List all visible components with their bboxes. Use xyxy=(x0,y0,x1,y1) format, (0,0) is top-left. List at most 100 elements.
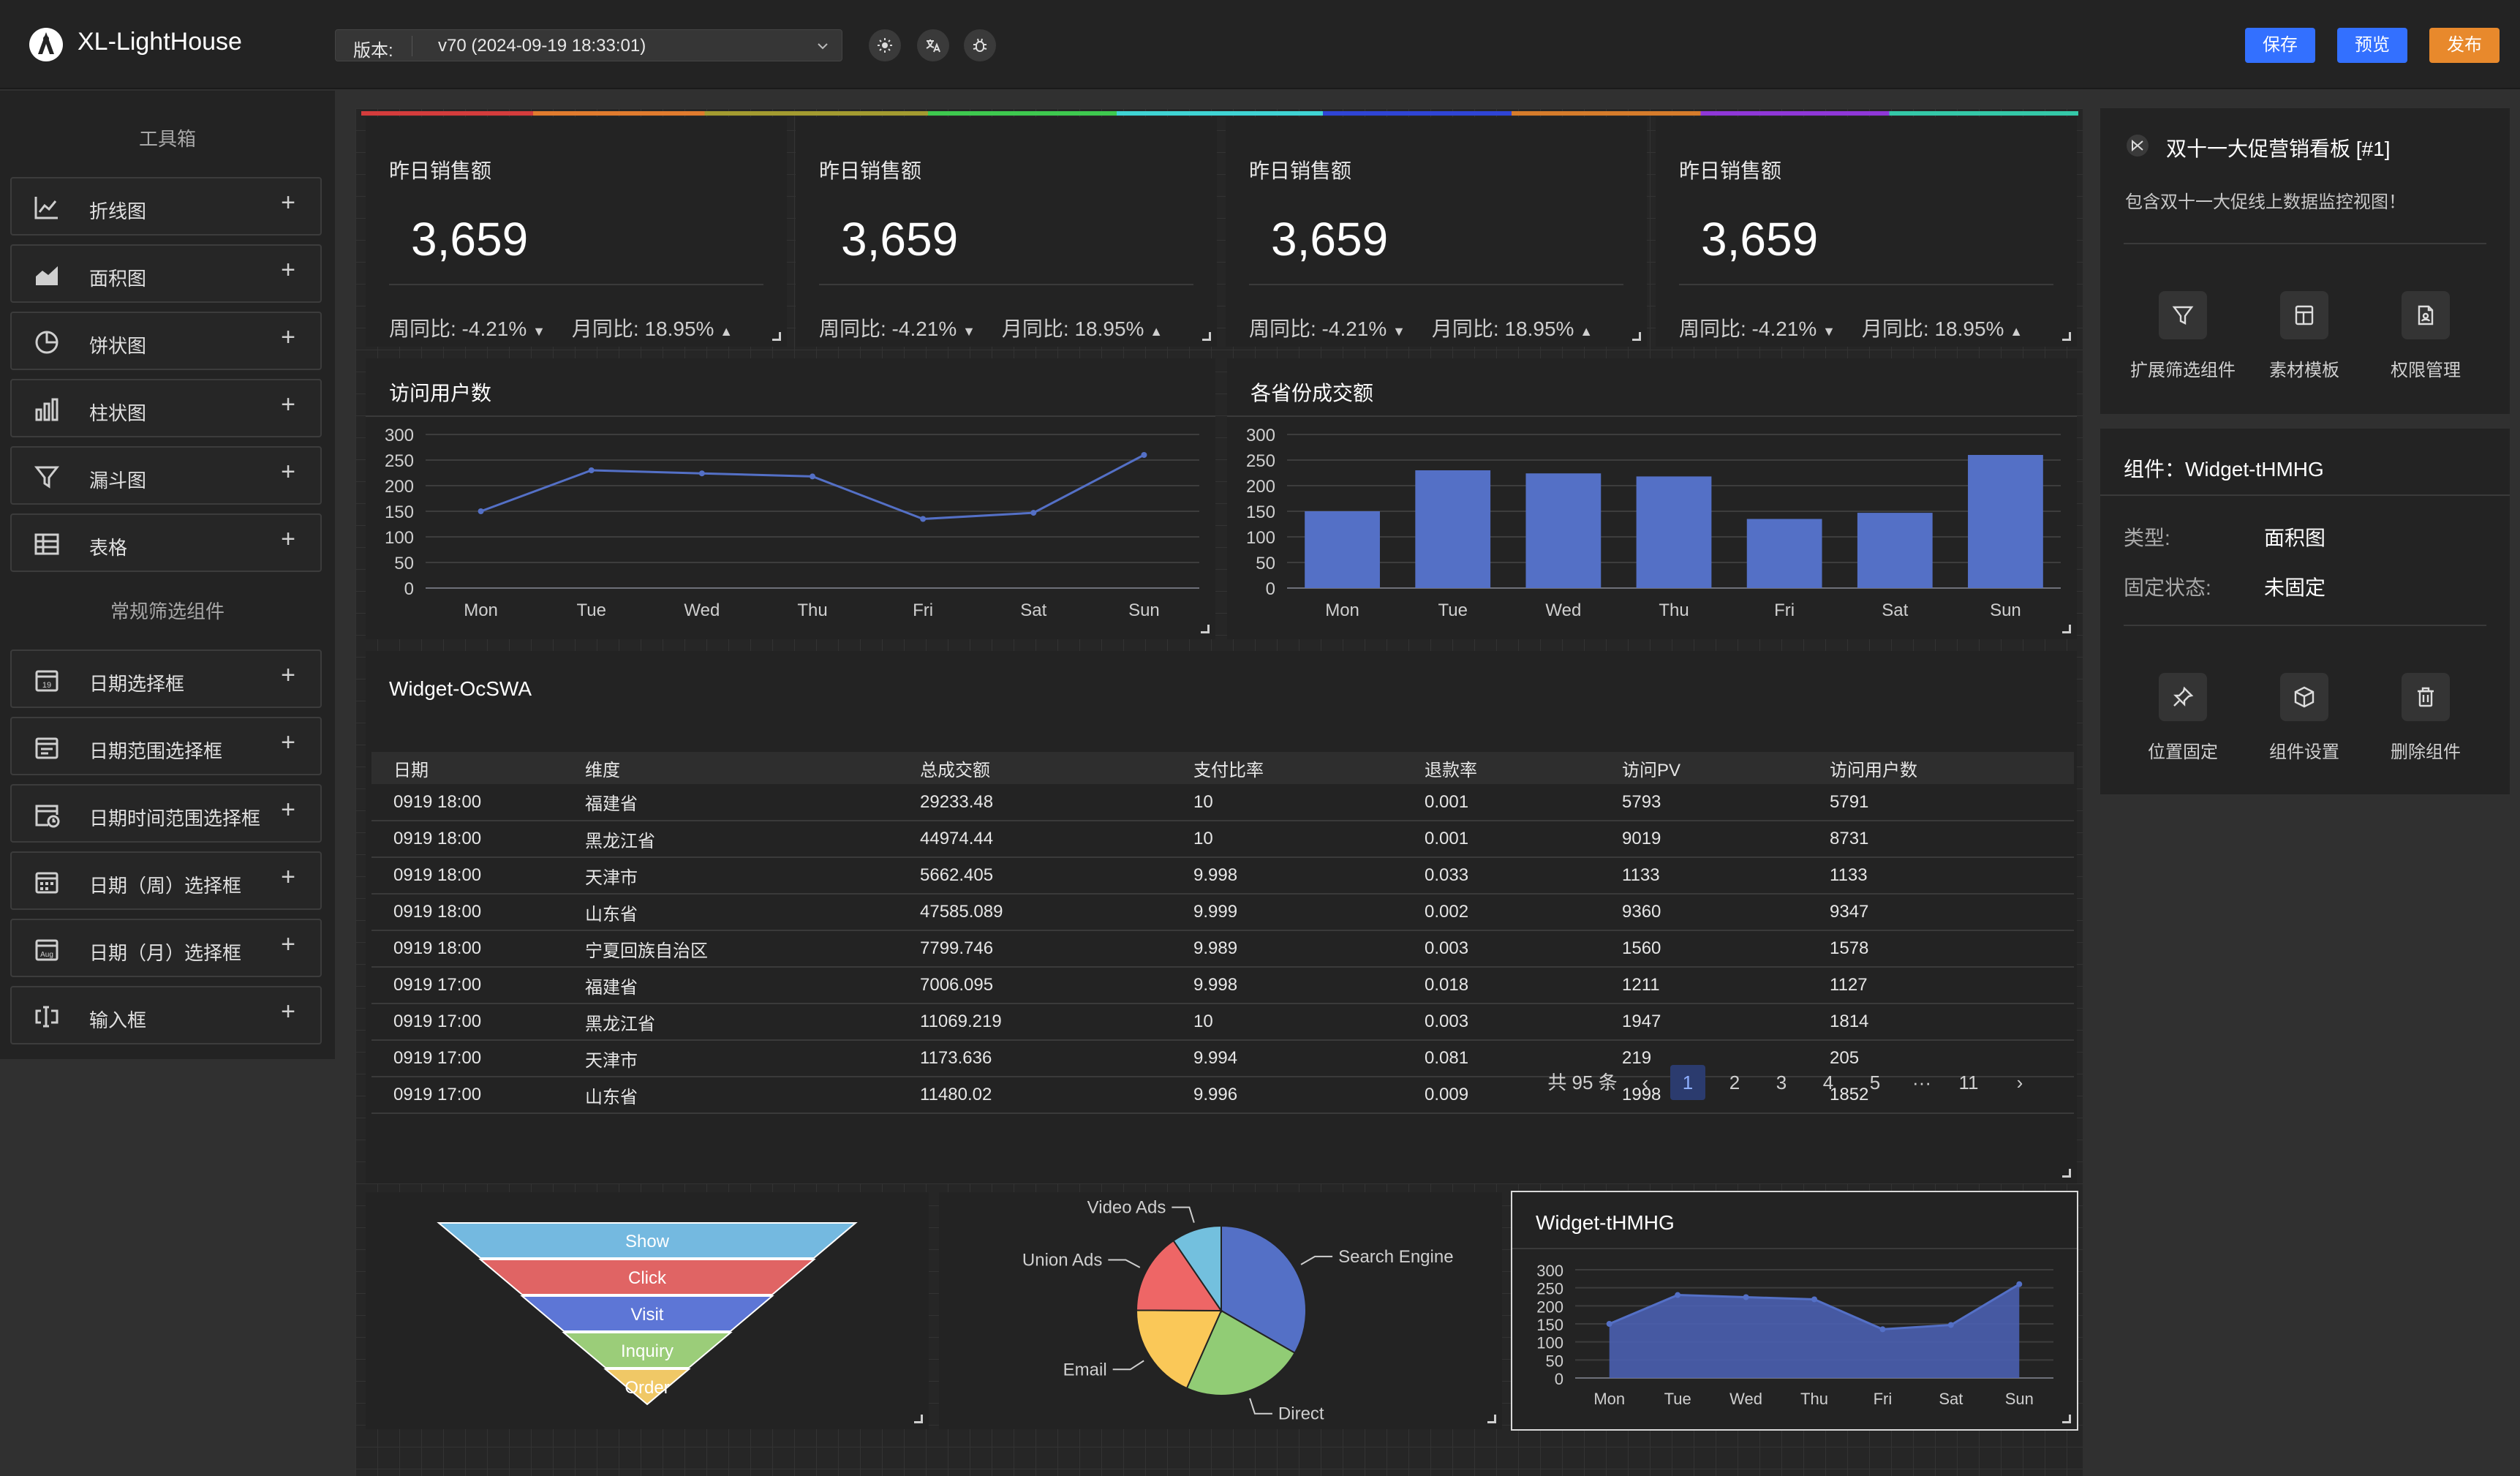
stat-card[interactable]: 昨日销售额 3,659 周同比: -4.21% ▼ 月同比: 18.95% ▲ xyxy=(1656,117,2077,347)
caret-up-icon: ▲ xyxy=(1150,324,1163,339)
plus-icon[interactable]: + xyxy=(281,930,295,958)
tool-pie-chart[interactable]: 饼状图 + xyxy=(10,312,322,370)
action-label: 组件设置 xyxy=(2269,742,2339,762)
action-label: 删除组件 xyxy=(2391,742,2461,762)
month-on-month: 月同比: 18.95% xyxy=(571,317,714,340)
tool-table[interactable]: 表格 + xyxy=(10,513,322,572)
resize-handle[interactable] xyxy=(914,1415,923,1423)
sun-icon xyxy=(878,38,892,53)
resize-handle[interactable] xyxy=(1487,1415,1496,1423)
plus-icon[interactable]: + xyxy=(281,323,295,351)
resize-handle[interactable] xyxy=(2062,1169,2071,1178)
resize-handle[interactable] xyxy=(2062,1415,2071,1423)
stat-card[interactable]: 昨日销售额 3,659 周同比: -4.21% ▼ 月同比: 18.95% ▲ xyxy=(366,117,787,347)
plus-icon[interactable]: + xyxy=(281,863,295,891)
x-tick-label: Tue xyxy=(1664,1390,1691,1408)
permission-button[interactable]: 权限管理 xyxy=(2371,291,2481,381)
tool-line-chart[interactable]: 折线图 + xyxy=(10,177,322,236)
tool-input[interactable]: 输入框 + xyxy=(10,986,322,1044)
delete-widget-button[interactable]: 删除组件 xyxy=(2371,673,2481,763)
column-header: 访问用户数 xyxy=(1808,752,2074,784)
table-cell: 0919 17:00 xyxy=(371,1077,563,1114)
plus-icon[interactable]: + xyxy=(281,998,295,1025)
preview-button[interactable]: 预览 xyxy=(2337,28,2407,63)
plus-icon[interactable]: + xyxy=(281,391,295,418)
resize-handle[interactable] xyxy=(1202,332,1211,341)
plus-icon[interactable]: + xyxy=(281,796,295,824)
table-cell: 9.994 xyxy=(1172,1040,1403,1077)
stat-value: 3,659 xyxy=(1701,213,1819,266)
publish-button[interactable]: 发布 xyxy=(2429,28,2500,63)
plus-icon[interactable]: + xyxy=(281,458,295,486)
theme-toggle-button[interactable] xyxy=(869,29,901,61)
table-widget[interactable]: Widget-OcSWA 日期 维度 总成交额 支付比率 退款率 访问PV 访问… xyxy=(366,651,2077,1183)
page-5[interactable]: 5 xyxy=(1869,1072,1881,1093)
prev-page-icon[interactable]: ‹ xyxy=(1642,1072,1649,1093)
page-3[interactable]: 3 xyxy=(1776,1072,1787,1093)
data-point xyxy=(1811,1296,1817,1303)
plus-icon[interactable]: + xyxy=(281,728,295,756)
area-chart-widget[interactable]: Widget-tHMHG 0 50 100 150 200 250 300 Mon Tue Wed… xyxy=(1511,1191,2078,1431)
data-point xyxy=(810,473,815,480)
line-chart-widget[interactable]: 访问用户数 0 50 100 150 200 250 300 Mon Tue Wed Thu Fri S… xyxy=(366,358,1215,639)
widget-settings-button[interactable]: 组件设置 xyxy=(2249,673,2359,763)
pie-label: Email xyxy=(1063,1360,1107,1379)
tool-area-chart[interactable]: 面积图 + xyxy=(10,244,322,303)
plus-icon[interactable]: + xyxy=(281,661,295,689)
language-button[interactable] xyxy=(917,29,949,61)
next-page-icon[interactable]: › xyxy=(2016,1072,2023,1093)
tool-bar-chart[interactable]: 柱状图 + xyxy=(10,379,322,437)
y-tick-label: 0 xyxy=(1555,1370,1563,1388)
tool-date-range-picker[interactable]: 日期范围选择框 + xyxy=(10,717,322,775)
resize-handle[interactable] xyxy=(2062,625,2071,633)
page-11[interactable]: 11 xyxy=(1958,1072,1979,1093)
debug-button[interactable] xyxy=(964,29,996,61)
stat-card[interactable]: 昨日销售额 3,659 周同比: -4.21% ▼ 月同比: 18.95% ▲ xyxy=(796,117,1217,347)
version-value: v70 (2024-09-19 18:33:01) xyxy=(438,36,646,56)
funnel-widget[interactable]: Show Click Visit Inquiry Order xyxy=(366,1192,929,1429)
page-2[interactable]: 2 xyxy=(1729,1072,1740,1093)
page-ellipsis[interactable]: ··· xyxy=(1912,1072,1931,1093)
resize-handle[interactable] xyxy=(772,332,781,341)
top-bar: XL-LightHouse 版本: v70 (2024-09-19 18:33:… xyxy=(0,0,2520,89)
plus-icon[interactable]: + xyxy=(281,525,295,553)
caret-up-icon: ▲ xyxy=(2010,324,2023,339)
board-description: 包含双十一大促线上数据监控视图！ xyxy=(2125,192,2406,212)
tool-week-picker[interactable]: 日期（周）选择框 + xyxy=(10,851,322,910)
bar-chart-widget[interactable]: 各省份成交额 0 50 100 150 200 250 300 Mon Tue Wed Thu Fri… xyxy=(1227,358,2077,639)
action-label: 素材模板 xyxy=(2269,361,2339,380)
data-point xyxy=(1606,1321,1612,1327)
pin-position-button[interactable]: 位置固定 xyxy=(2128,673,2238,763)
bar xyxy=(1415,470,1491,588)
save-button[interactable]: 保存 xyxy=(2245,28,2315,63)
page-1[interactable]: 1 xyxy=(1670,1065,1705,1100)
table-cell: 9360 xyxy=(1600,894,1808,931)
plus-icon[interactable]: + xyxy=(281,189,295,216)
tool-funnel-chart[interactable]: 漏斗图 + xyxy=(10,446,322,505)
table-cell: 9347 xyxy=(1808,894,2074,931)
resize-handle[interactable] xyxy=(2062,332,2071,341)
tool-datetime-range-picker[interactable]: 日期时间范围选择框 + xyxy=(10,784,322,843)
tool-month-picker[interactable]: Aug 日期（月）选择框 + xyxy=(10,919,322,977)
table-cell: 黑龙江省 xyxy=(563,821,898,858)
widget-title: 各省份成交额 xyxy=(1250,382,1374,404)
x-tick-label: Sun xyxy=(2005,1390,2034,1408)
page-4[interactable]: 4 xyxy=(1822,1072,1834,1093)
funnel-segment xyxy=(520,1295,774,1332)
extend-filter-button[interactable]: 扩展筛选组件 xyxy=(2128,291,2238,381)
resize-handle[interactable] xyxy=(1201,625,1210,633)
y-tick-label: 200 xyxy=(385,477,414,497)
pie-widget[interactable]: Search Engine Direct Email Union Ads Video A… xyxy=(939,1192,1502,1429)
resize-handle[interactable] xyxy=(1632,332,1641,341)
table-cell: 山东省 xyxy=(563,894,898,931)
x-tick-label: Tue xyxy=(1438,600,1467,620)
bar xyxy=(1525,473,1602,588)
stat-value: 3,659 xyxy=(1271,213,1389,266)
plus-icon[interactable]: + xyxy=(281,256,295,284)
tool-date-picker[interactable]: 19 日期选择框 + xyxy=(10,649,322,708)
stat-card[interactable]: 昨日销售额 3,659 周同比: -4.21% ▼ 月同比: 18.95% ▲ xyxy=(1226,117,1647,347)
table-cell: 0.003 xyxy=(1403,930,1600,968)
table-cell: 11480.02 xyxy=(898,1077,1172,1114)
material-template-button[interactable]: 素材模板 xyxy=(2249,291,2359,381)
version-select[interactable]: 版本: v70 (2024-09-19 18:33:01) xyxy=(335,29,842,61)
